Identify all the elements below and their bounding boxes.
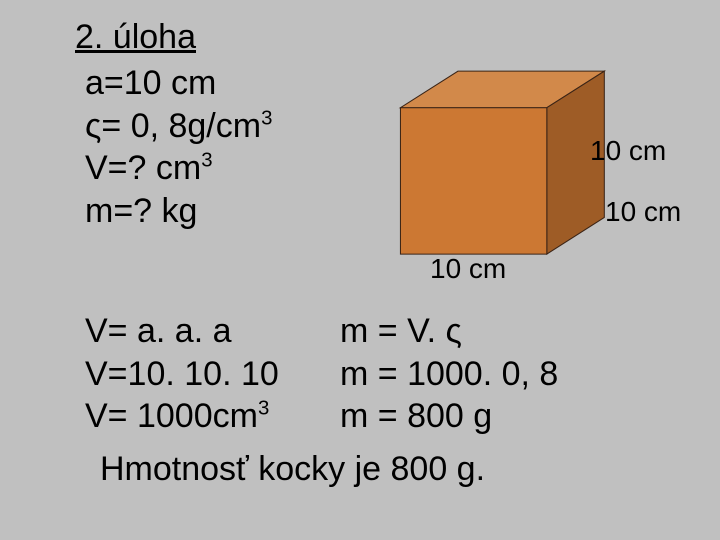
cube-label-width: 10 cm — [430, 253, 506, 285]
volume-calc: V= a. a. a V=10. 10. 10 V= 1000cm3 — [85, 310, 279, 438]
cube-svg — [390, 60, 620, 260]
given-line-m: m=? kg — [85, 190, 272, 233]
cube-face-front — [400, 108, 546, 254]
cube-label-height: 10 cm — [590, 135, 666, 167]
task-title: 2. úloha — [75, 18, 196, 57]
mass-line-3: m = 800 g — [340, 395, 558, 438]
volume-line-1: V= a. a. a — [85, 310, 279, 353]
cube-label-depth: 10 cm — [605, 196, 681, 228]
volume-line-3: V= 1000cm3 — [85, 395, 279, 438]
given-line-V: V=? cm3 — [85, 147, 272, 190]
given-line-a: a=10 cm — [85, 62, 272, 105]
mass-line-1: m = V. ς — [340, 310, 558, 353]
cube-diagram: 10 cm 10 cm 10 cm — [390, 60, 690, 280]
mass-calc: m = V. ς m = 1000. 0, 8 m = 800 g — [340, 310, 558, 438]
given-block: a=10 cm ς= 0, 8g/cm3 V=? cm3 m=? kg — [85, 62, 272, 232]
volume-line-2: V=10. 10. 10 — [85, 353, 279, 396]
final-answer: Hmotnosť kocky je 800 g. — [100, 450, 485, 489]
mass-line-2: m = 1000. 0, 8 — [340, 353, 558, 396]
given-line-rho: ς= 0, 8g/cm3 — [85, 105, 272, 148]
